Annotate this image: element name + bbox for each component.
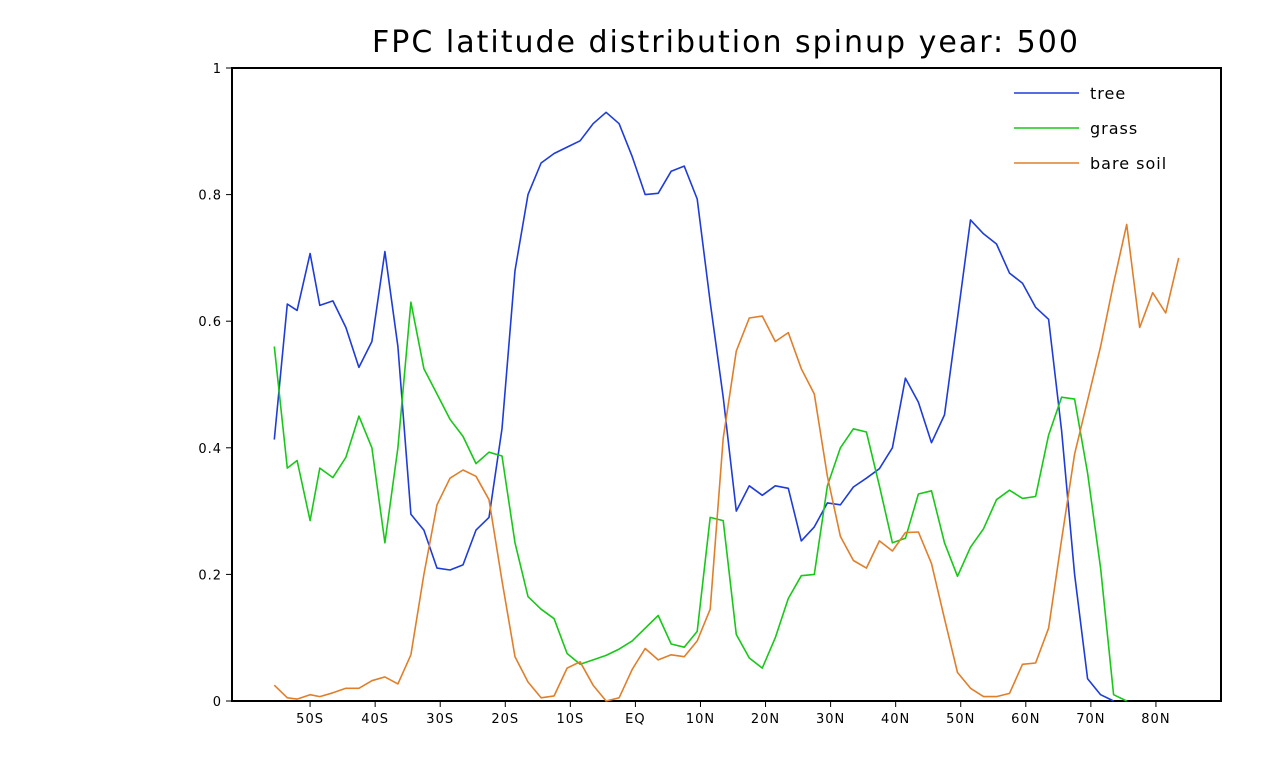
x-tick-label: 20S xyxy=(491,712,519,727)
series-lines xyxy=(273,111,1180,702)
y-tick-label: 0.2 xyxy=(198,568,222,583)
legend-label-bare-soil: bare soil xyxy=(1090,154,1167,173)
x-tick-label: 10S xyxy=(556,712,584,727)
legend-label-grass: grass xyxy=(1090,119,1138,138)
x-tick-label: EQ xyxy=(625,712,645,727)
x-tick-label: 10N xyxy=(686,712,715,727)
y-tick-label: 0.4 xyxy=(198,442,222,457)
y-tick-label: 1 xyxy=(213,62,222,77)
series-line-grass xyxy=(273,301,1128,702)
x-tick-label: 50N xyxy=(946,712,975,727)
x-tick-label: 30N xyxy=(816,712,845,727)
x-tick-label: 40N xyxy=(881,712,910,727)
x-axis: 50S 40S 30S 20S 10S EQ 10N 20N 30N 40N 50N 60N 70N 80… xyxy=(296,701,1170,727)
legend-label-tree: tree xyxy=(1090,84,1126,103)
x-tick-label: 20N xyxy=(751,712,780,727)
y-tick-label: 0.8 xyxy=(198,189,222,204)
legend: tree grass bare soil xyxy=(1014,84,1167,173)
y-axis: 0 0.2 0.4 0.6 0.8 1 xyxy=(198,62,232,710)
plot-frame xyxy=(231,67,1222,702)
x-tick-label: 40S xyxy=(361,712,389,727)
series-line-bare-soil xyxy=(273,223,1180,702)
x-tick-label: 30S xyxy=(426,712,454,727)
chart-title: FPC latitude distribution spinup year: 5… xyxy=(372,25,1080,60)
x-tick-label: 80N xyxy=(1141,712,1170,727)
x-tick-label: 60N xyxy=(1011,712,1040,727)
y-tick-label: 0 xyxy=(213,695,222,710)
x-tick-label: 50S xyxy=(296,712,324,727)
x-tick-label: 70N xyxy=(1076,712,1105,727)
series-line-tree xyxy=(273,111,1114,702)
y-tick-label: 0.6 xyxy=(198,315,222,330)
